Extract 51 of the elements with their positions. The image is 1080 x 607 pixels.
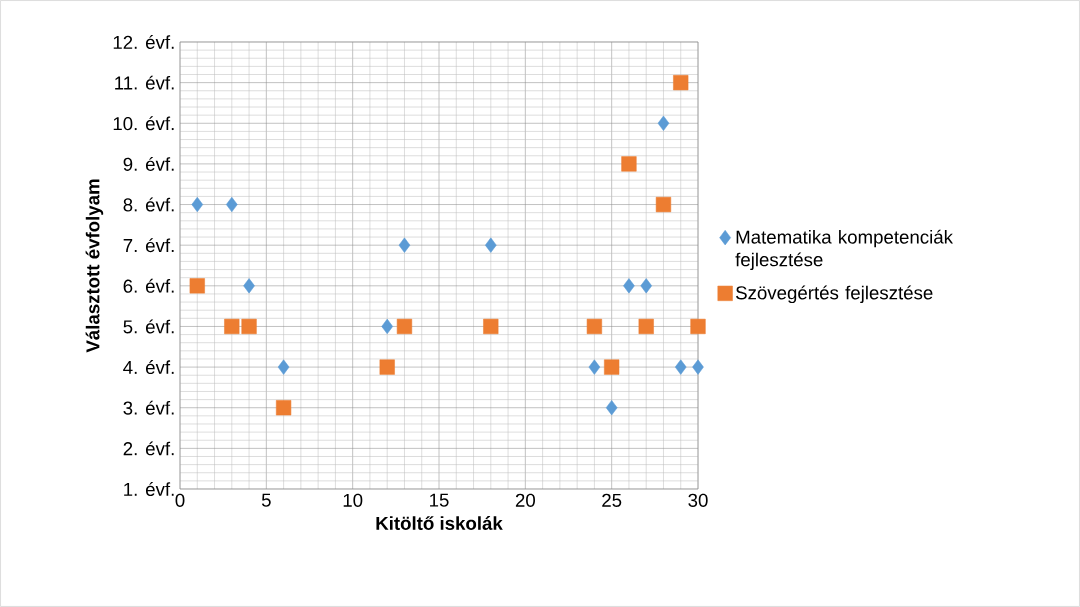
x-tick-label: 20 [515, 493, 535, 507]
x-tick-label: 25 [602, 493, 622, 507]
point [604, 359, 620, 375]
point [243, 278, 255, 294]
y-tick-label: 5. évf. [123, 319, 174, 334]
point [396, 318, 413, 335]
point [638, 318, 654, 335]
legend-label: Matematika kompetenciák fejlesztése [735, 229, 954, 271]
point [379, 359, 395, 375]
point [226, 196, 238, 213]
point [224, 318, 240, 335]
y-tick-label: 4. évf. [123, 360, 174, 375]
x-axis-title: Kitöltő iskolák [376, 516, 503, 530]
point [381, 318, 393, 335]
x-tick-label: 15 [430, 493, 449, 507]
point [586, 318, 603, 335]
point [674, 359, 687, 375]
point [398, 237, 411, 253]
point [189, 278, 205, 294]
x-tick-label: 10 [343, 493, 363, 507]
point [673, 75, 689, 91]
point [483, 318, 499, 335]
y-tick-label: 8. évf. [123, 197, 174, 212]
point [690, 318, 706, 335]
y-tick-label: 7. évf. [123, 238, 174, 253]
point [657, 115, 670, 131]
y-tick-label: 3. évf. [123, 400, 174, 415]
point [655, 196, 672, 213]
point [191, 196, 204, 213]
point [276, 400, 292, 416]
point [277, 359, 290, 375]
y-tick-label: 2. évf. [123, 441, 174, 456]
x-tick-label: 5 [261, 493, 271, 507]
x-tick-label: 30 [688, 493, 708, 507]
y-tick-label: 6. évf. [123, 278, 174, 293]
y-tick-label: 10. évf. [113, 116, 174, 131]
x-tick-label: 0 [175, 493, 185, 507]
point [588, 359, 601, 375]
point [623, 278, 635, 294]
point [640, 278, 652, 294]
legend-label: Szövegértés fejlesztése [736, 285, 933, 304]
point [692, 359, 704, 375]
y-axis-title: Választott évfolyam [85, 179, 104, 353]
point [621, 156, 637, 172]
point [241, 318, 257, 335]
point [605, 400, 618, 416]
y-tick-label: 11. évf. [115, 75, 174, 90]
y-tick-label: 12. évf. [113, 35, 174, 49]
y-tick-label: 9. évf. [123, 156, 174, 171]
y-tick-label: 1. évf. [124, 482, 174, 496]
point [485, 237, 497, 253]
